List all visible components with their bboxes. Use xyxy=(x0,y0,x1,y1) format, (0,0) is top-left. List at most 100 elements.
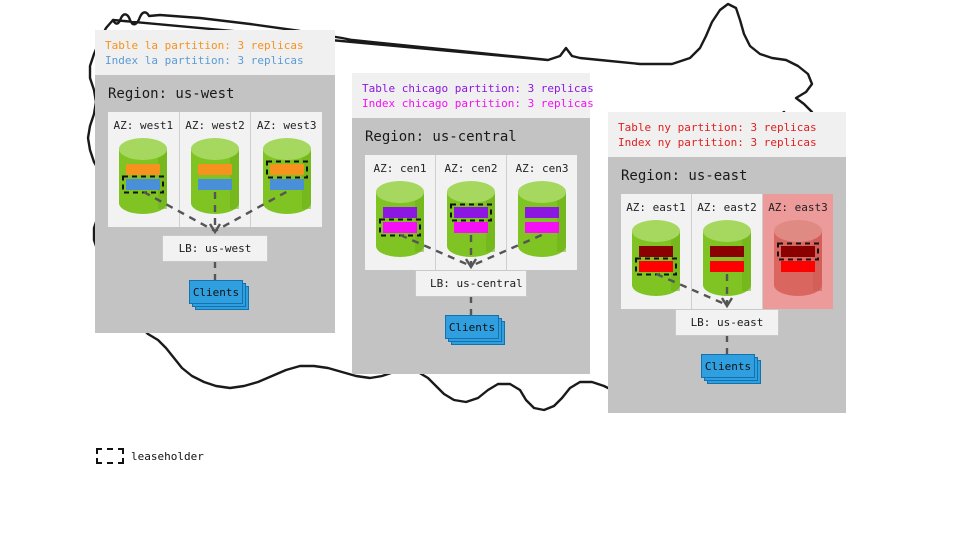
region-panel-us-central: Table chicago partition: 3 replicas Index… xyxy=(352,73,594,374)
database-cylinder xyxy=(191,138,239,214)
az-cell-east1[interactable]: AZ: east1 xyxy=(621,194,692,309)
cylinder-top xyxy=(774,220,822,242)
az-row-us-east: AZ: east1 AZ: east2 AZ: east3 xyxy=(621,194,833,309)
partition-bar-table xyxy=(454,207,488,218)
cylinder-top xyxy=(262,138,311,160)
clients-label: Clients xyxy=(445,315,499,339)
connector-az-to-lb xyxy=(399,233,472,268)
connectors-us-central xyxy=(399,233,543,315)
cylinder-top xyxy=(376,181,424,203)
az-label: AZ: cen3 xyxy=(515,162,569,175)
cylinder-shading xyxy=(486,192,495,252)
legend-label: leaseholder xyxy=(131,449,204,463)
cylinder-wrap xyxy=(621,220,691,306)
az-label: AZ: cen1 xyxy=(373,162,427,175)
partition-bar-table xyxy=(781,246,815,257)
cylinder-shading xyxy=(415,192,424,252)
cylinder-top xyxy=(518,181,566,203)
partition-bar-index xyxy=(269,179,304,190)
index-partition-line: Index ny partition: 3 replicas xyxy=(618,136,817,149)
az-label: AZ: west3 xyxy=(256,119,317,132)
partition-bar-table xyxy=(710,246,744,257)
cylinder-wrap xyxy=(108,138,179,224)
cylinder-top xyxy=(632,220,680,242)
leaseholder-outline-index xyxy=(379,218,421,237)
az-label: AZ: east1 xyxy=(626,201,686,214)
table-partition-line: Table ny partition: 3 replicas xyxy=(618,121,817,134)
clients-us-west[interactable]: Clients xyxy=(189,280,249,310)
load-balancer-us-east[interactable]: LB: us-east xyxy=(675,309,779,336)
leaseholder-outline-table xyxy=(265,160,308,179)
database-cylinder xyxy=(119,138,168,214)
partition-bar-index xyxy=(639,261,673,272)
partition-bar-table xyxy=(639,246,673,257)
az-label: AZ: cen2 xyxy=(444,162,498,175)
region-title-us-central: Region: us-central xyxy=(365,129,517,145)
region-header-us-east: Table ny partition: 3 replicas Index ny p… xyxy=(608,112,846,157)
partition-bar-table xyxy=(126,164,161,175)
database-cylinder xyxy=(518,181,566,257)
partition-bar-table xyxy=(269,164,304,175)
partition-bar-index xyxy=(383,222,417,233)
region-panel-us-east: Table ny partition: 3 replicas Index ny p… xyxy=(608,112,846,413)
cylinder-wrap xyxy=(180,138,251,224)
database-cylinder xyxy=(447,181,495,257)
region-title-us-east: Region: us-east xyxy=(621,168,748,184)
region-body-us-west: Region: us-west AZ: west1 AZ: west2 AZ: wes… xyxy=(95,75,335,333)
partition-bar-table xyxy=(525,207,559,218)
table-partition-line: Table la partition: 3 replicas xyxy=(105,39,304,52)
region-header-us-west: Table la partition: 3 replicas Index la p… xyxy=(95,30,335,75)
cylinder-wrap xyxy=(436,181,506,267)
connector-az-to-lb xyxy=(655,272,728,307)
clients-us-central[interactable]: Clients xyxy=(445,315,505,345)
connector-az-to-lb xyxy=(470,233,543,268)
az-cell-cen1[interactable]: AZ: cen1 xyxy=(365,155,436,270)
leaseholder-outline-table xyxy=(777,242,819,261)
leaseholder-outline-index xyxy=(635,257,677,276)
cylinder-shading xyxy=(671,231,680,291)
region-panel-us-west: Table la partition: 3 replicas Index la p… xyxy=(95,30,335,333)
connector-az-to-lb xyxy=(214,190,287,233)
cylinder-wrap xyxy=(365,181,435,267)
database-cylinder xyxy=(703,220,751,296)
cylinder-shading xyxy=(557,192,566,252)
region-header-us-central: Table chicago partition: 3 replicas Index… xyxy=(352,73,594,118)
cylinder-shading xyxy=(158,149,168,209)
region-body-us-central: Region: us-central AZ: cen1 AZ: cen2 AZ: ce… xyxy=(352,118,590,374)
leaseholder-outline-table xyxy=(450,203,492,222)
index-partition-line: Index la partition: 3 replicas xyxy=(105,54,304,67)
partition-bar-table xyxy=(198,164,232,175)
region-body-us-east: Region: us-east AZ: east1 AZ: east2 AZ: eas… xyxy=(608,157,846,413)
az-cell-west3[interactable]: AZ: west3 xyxy=(251,112,323,227)
az-cell-west1[interactable]: AZ: west1 xyxy=(108,112,180,227)
az-cell-cen3[interactable]: AZ: cen3 xyxy=(507,155,577,270)
partition-bar-index xyxy=(525,222,559,233)
cylinder-shading xyxy=(742,231,751,291)
az-row-us-central: AZ: cen1 AZ: cen2 AZ: cen3 xyxy=(365,155,577,270)
leaseholder-outline-index xyxy=(122,175,165,194)
az-label: AZ: west2 xyxy=(185,119,245,132)
connector-arrowhead xyxy=(208,223,222,235)
partition-bar-table xyxy=(383,207,417,218)
database-cylinder-failed xyxy=(774,220,822,296)
clients-us-east[interactable]: Clients xyxy=(701,354,761,384)
database-cylinder xyxy=(632,220,680,296)
partition-bar-index xyxy=(710,261,744,272)
connectors-us-west xyxy=(143,190,287,280)
cylinder-wrap xyxy=(692,220,762,306)
load-balancer-us-west[interactable]: LB: us-west xyxy=(162,235,268,262)
az-label: AZ: east3 xyxy=(768,201,828,214)
connector-az-to-lb xyxy=(143,190,216,233)
partition-bar-index xyxy=(198,179,232,190)
cylinder-wrap xyxy=(507,181,577,267)
az-cell-east3[interactable]: AZ: east3 xyxy=(763,194,833,309)
connector-arrowhead xyxy=(464,258,478,270)
cylinder-shading xyxy=(230,149,239,209)
legend: leaseholder xyxy=(96,448,204,464)
cylinder-shading xyxy=(301,149,311,209)
database-cylinder xyxy=(376,181,424,257)
cylinder-wrap xyxy=(763,220,833,306)
az-label: AZ: east2 xyxy=(697,201,757,214)
load-balancer-us-central[interactable]: LB: us-central xyxy=(415,270,527,297)
